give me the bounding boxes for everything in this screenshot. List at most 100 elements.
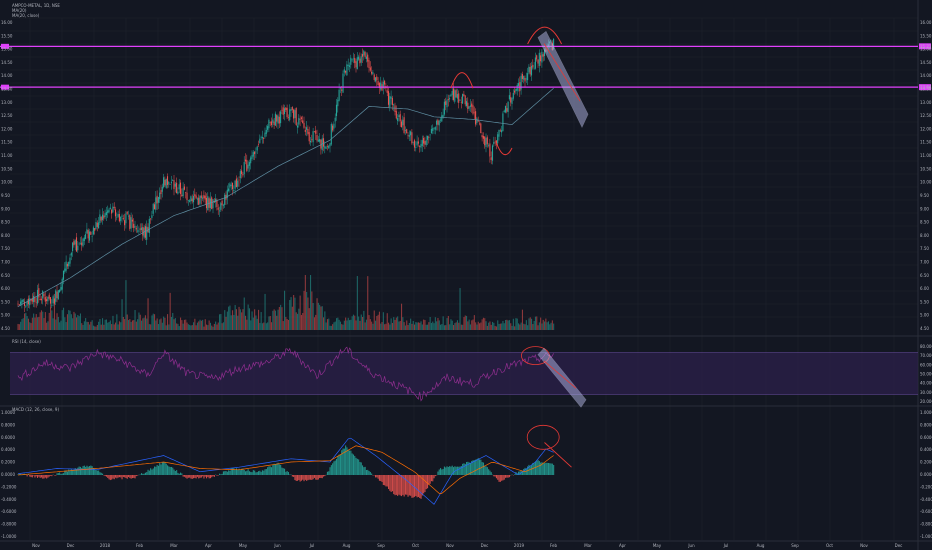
candle (445, 101, 447, 105)
volume-bar (20, 321, 22, 330)
ma-close-indicator-label[interactable]: MA(20, close) (12, 13, 40, 18)
candle (380, 82, 382, 90)
volume-bar (525, 320, 527, 330)
volume-bar (35, 314, 37, 330)
macd-hist-bar (481, 462, 483, 475)
candle (241, 170, 243, 174)
macd-hist-bar (334, 460, 336, 475)
volume-bar (460, 324, 462, 330)
macd-hist-bar (368, 470, 370, 475)
volume-bar (320, 306, 322, 330)
macd-hist-bar (377, 475, 379, 479)
volume-bar (33, 313, 35, 330)
candle (59, 289, 61, 293)
volume-bar (207, 325, 209, 330)
candle (520, 75, 522, 90)
macd-hist-bar (134, 475, 136, 479)
candle (20, 301, 22, 305)
macd-hist-bar (191, 475, 193, 479)
candle (278, 116, 280, 124)
candle (298, 117, 300, 125)
macd-hist-bar (397, 475, 399, 496)
macd-hist-bar (402, 475, 404, 495)
volume-bar (310, 275, 312, 330)
macd-hist-bar (229, 470, 231, 475)
ma-indicator-label[interactable]: MA(20) (12, 8, 27, 13)
volume-bar (104, 319, 106, 330)
macd-hist-bar (251, 472, 253, 475)
candle (303, 122, 305, 128)
macd-hist-bar (453, 467, 455, 475)
volume-bar (42, 311, 44, 330)
macd-hist-bar (189, 475, 191, 478)
macd-hist-bar (429, 475, 431, 484)
volume-bar (98, 321, 100, 330)
macd-tick-left: -1.0000 (1, 534, 17, 539)
volume-bar (141, 320, 143, 330)
time-tick: Jun (687, 543, 695, 548)
candle (404, 129, 406, 131)
volume-bar (277, 309, 279, 330)
macd-tick: -1.0000 (920, 534, 932, 539)
candle (428, 136, 430, 138)
candle (105, 212, 107, 216)
macd-hist-bar (187, 475, 189, 478)
candle (51, 305, 53, 306)
macd-hist-bar (81, 467, 83, 475)
volume-bar (74, 313, 76, 330)
volume-bar (420, 321, 422, 330)
macd-hist-bar (164, 462, 166, 475)
price-tick-left: 14.00 (1, 73, 13, 78)
candle (425, 140, 427, 146)
volume-bar (547, 321, 549, 330)
volume-bar (274, 310, 276, 330)
macd-title[interactable]: MACD (12, 26, close, 9) (12, 407, 60, 412)
candle (230, 184, 232, 186)
volume-bar (316, 298, 318, 330)
candle (178, 184, 180, 190)
candle (485, 137, 487, 148)
candle (156, 195, 158, 204)
candle (480, 123, 482, 134)
price-tick: 9.00 (920, 206, 929, 211)
macd-hist-bar (291, 475, 293, 477)
macd-hist-bar (537, 459, 539, 475)
candle (521, 74, 523, 79)
macd-hist-bar (108, 475, 110, 480)
candle (377, 81, 379, 86)
candle (503, 110, 505, 113)
macd-hist-bar (163, 462, 165, 475)
candle (281, 109, 283, 111)
macd-hist-bar (278, 464, 280, 475)
candle (306, 127, 308, 130)
rsi-title[interactable]: RSI (14, close) (12, 339, 41, 344)
volume-bar (108, 321, 110, 330)
macd-hist-bar (501, 475, 503, 481)
volume-bar (233, 314, 235, 330)
volume-bar (493, 322, 495, 330)
candle (77, 245, 79, 251)
candle (47, 296, 49, 302)
macd-hist-bar (273, 463, 275, 475)
macd-hist-bar (98, 470, 100, 475)
macd-hist-bar (102, 473, 104, 475)
macd-hist-bar (232, 468, 234, 475)
candle (124, 220, 126, 226)
candle (498, 129, 500, 137)
candle (390, 96, 392, 99)
level-tag-left (1, 43, 9, 49)
volume-bar (265, 323, 267, 330)
macd-hist-bar (420, 475, 422, 499)
candle (150, 218, 152, 220)
macd-hist-bar (258, 471, 260, 475)
volume-bar (148, 324, 150, 330)
price-tick: 5.50 (920, 299, 929, 304)
volume-bar (541, 323, 543, 330)
volume-bar (91, 320, 93, 330)
candle (454, 90, 456, 102)
level-tag-left (1, 84, 9, 90)
macd-hist-bar (44, 475, 46, 478)
candle (209, 198, 211, 208)
